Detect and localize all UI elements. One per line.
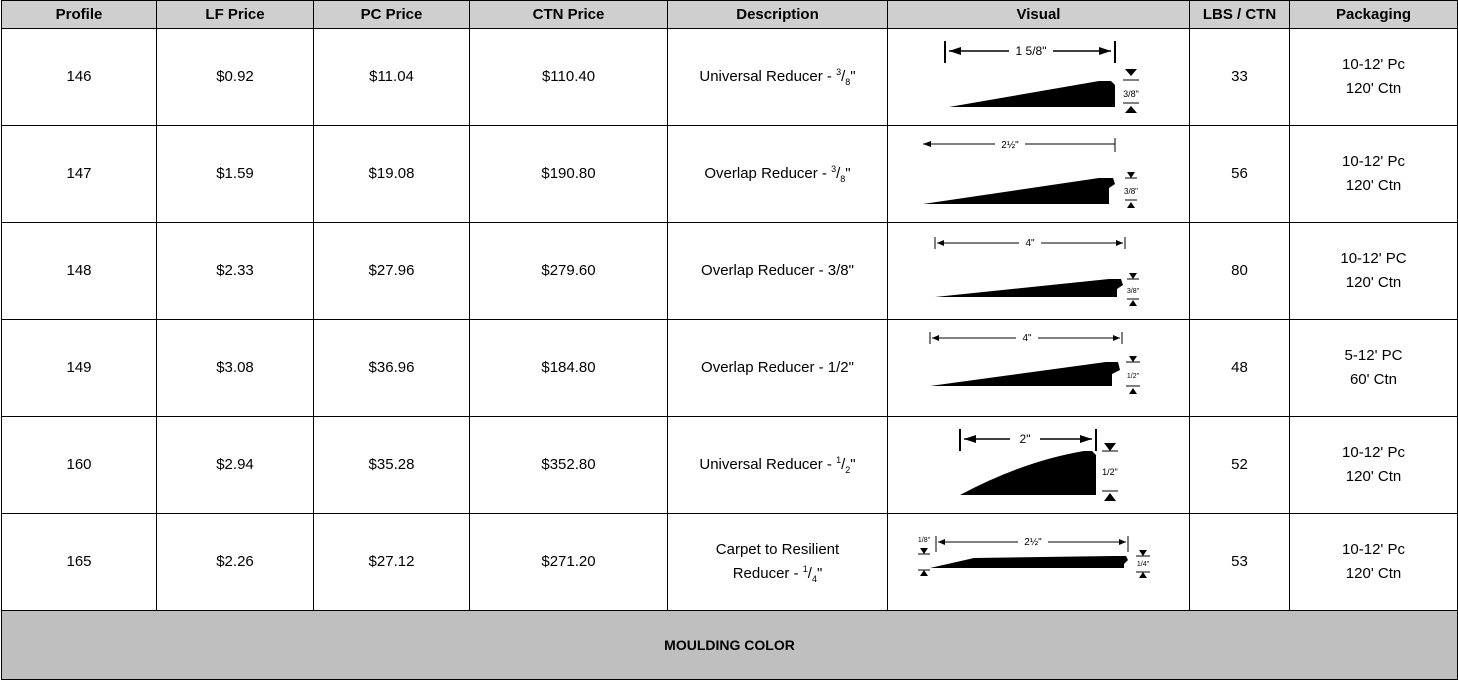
profile-cell: 147 [1, 125, 157, 223]
table-row: 149 $3.08 $36.96 $184.80 Overlap Reducer… [1, 319, 1458, 417]
profile-cell: 146 [1, 28, 157, 126]
visual-cell: 2" 1/2" [887, 416, 1190, 514]
header-row: Profile LF Price PC Price CTN Price Desc… [1, 0, 1458, 29]
visual-cell: 1 5/8" 3/8" [887, 28, 1190, 126]
header-packaging: Packaging [1289, 0, 1458, 29]
header-pc-price: PC Price [313, 0, 470, 29]
packaging-cell: 5-12' PC 60' Ctn [1289, 319, 1458, 417]
svg-text:4": 4" [1022, 333, 1032, 344]
lf-price-cell: $3.08 [156, 319, 314, 417]
profile-cell: 165 [1, 513, 157, 611]
description-cell: Universal Reducer - 3/8" [667, 28, 888, 126]
universal-reducer-profile-icon: 1 5/8" 3/8" [943, 41, 1139, 113]
header-ctn-price: CTN Price [469, 0, 668, 29]
footer-row: MOULDING COLOR [1, 610, 1458, 680]
header-visual: Visual [887, 0, 1190, 29]
lf-price-cell: $0.92 [156, 28, 314, 126]
svg-text:4": 4" [1025, 238, 1035, 249]
table-row: 165 $2.26 $27.12 $271.20 Carpet to Resil… [1, 513, 1458, 611]
visual-cell: 4" 1/2" [887, 319, 1190, 417]
lf-price-cell: $2.33 [156, 222, 314, 320]
lbs-ctn-cell: 33 [1189, 28, 1290, 126]
packaging-cell: 10-12' Pc 120' Ctn [1289, 416, 1458, 514]
pc-price-cell: $11.04 [313, 28, 470, 126]
svg-text:2½": 2½" [1024, 537, 1042, 548]
ctn-price-cell: $110.40 [469, 28, 668, 126]
svg-text:3/8": 3/8" [1123, 89, 1139, 99]
carpet-reducer-profile-icon: 1/8" 2½" 1/4" [917, 535, 1150, 578]
lbs-ctn-cell: 56 [1189, 125, 1290, 223]
overlap-reducer-profile-icon: 2½" 3/8" [922, 138, 1138, 208]
svg-text:1/8": 1/8" [917, 537, 930, 544]
description-cell: Overlap Reducer - 3/8" [667, 222, 888, 320]
header-lf-price: LF Price [156, 0, 314, 29]
packaging-cell: 10-12' Pc 120' Ctn [1289, 513, 1458, 611]
pc-price-cell: $27.96 [313, 222, 470, 320]
profile-cell: 160 [1, 416, 157, 514]
visual-cell: 2½" 3/8" [887, 125, 1190, 223]
ctn-price-cell: $279.60 [469, 222, 668, 320]
overlap-reducer-profile-icon: 4" 1/2" [929, 331, 1140, 394]
pc-price-cell: $19.08 [313, 125, 470, 223]
table-row: 160 $2.94 $35.28 $352.80 Universal Reduc… [1, 416, 1458, 514]
table-row: 147 $1.59 $19.08 $190.80 Overlap Reducer… [1, 125, 1458, 223]
header-profile: Profile [1, 0, 157, 29]
pc-price-cell: $36.96 [313, 319, 470, 417]
profile-cell: 149 [1, 319, 157, 417]
svg-text:2": 2" [1019, 432, 1030, 446]
ctn-price-cell: $271.20 [469, 513, 668, 611]
lbs-ctn-cell: 80 [1189, 222, 1290, 320]
table-row: 148 $2.33 $27.96 $279.60 Overlap Reducer… [1, 222, 1458, 320]
description-cell: Overlap Reducer - 3/8" [667, 125, 888, 223]
ctn-price-cell: $352.80 [469, 416, 668, 514]
svg-text:1/2": 1/2" [1102, 467, 1118, 477]
ctn-price-cell: $190.80 [469, 125, 668, 223]
svg-text:1/4": 1/4" [1136, 561, 1149, 568]
lbs-ctn-cell: 52 [1189, 416, 1290, 514]
header-lbs-ctn: LBS / CTN [1189, 0, 1290, 29]
svg-text:3/8": 3/8" [1126, 288, 1139, 295]
svg-text:1 5/8": 1 5/8" [1015, 44, 1046, 58]
lbs-ctn-cell: 48 [1189, 319, 1290, 417]
svg-text:2½": 2½" [1001, 140, 1019, 151]
pc-price-cell: $27.12 [313, 513, 470, 611]
universal-reducer-profile-icon: 2" 1/2" [958, 429, 1118, 501]
svg-text:3/8": 3/8" [1124, 187, 1138, 196]
packaging-cell: 10-12' Pc 120' Ctn [1289, 125, 1458, 223]
packaging-cell: 10-12' PC 120' Ctn [1289, 222, 1458, 320]
pc-price-cell: $35.28 [313, 416, 470, 514]
packaging-cell: 10-12' Pc 120' Ctn [1289, 28, 1458, 126]
visual-cell: 1/8" 2½" 1/4" [887, 513, 1190, 611]
overlap-reducer-profile-icon: 4" 3/8" [934, 236, 1139, 306]
header-description: Description [667, 0, 888, 29]
visual-cell: 4" 3/8" [887, 222, 1190, 320]
lbs-ctn-cell: 53 [1189, 513, 1290, 611]
lf-price-cell: $2.26 [156, 513, 314, 611]
svg-text:1/2": 1/2" [1126, 373, 1139, 380]
lf-price-cell: $1.59 [156, 125, 314, 223]
description-cell: Carpet to Resilient Reducer - 1/4" [667, 513, 888, 611]
description-cell: Universal Reducer - 1/2" [667, 416, 888, 514]
profile-cell: 148 [1, 222, 157, 320]
description-cell: Overlap Reducer - 1/2" [667, 319, 888, 417]
moulding-color-heading: MOULDING COLOR [1, 610, 1458, 680]
lf-price-cell: $2.94 [156, 416, 314, 514]
ctn-price-cell: $184.80 [469, 319, 668, 417]
table-row: 146 $0.92 $11.04 $110.40 Universal Reduc… [1, 28, 1458, 126]
